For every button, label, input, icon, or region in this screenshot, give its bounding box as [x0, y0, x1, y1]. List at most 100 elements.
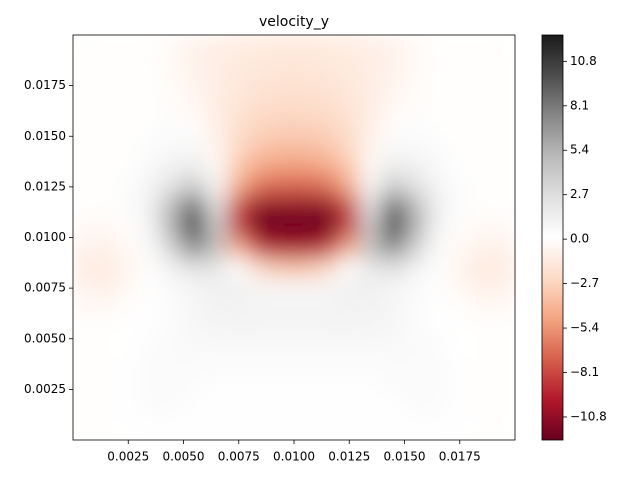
cell: [249, 156, 273, 178]
cell: [404, 196, 428, 218]
cell: [293, 338, 317, 360]
cell: [249, 399, 273, 421]
cell: [470, 399, 494, 421]
cell: [337, 54, 361, 76]
cell: [227, 338, 251, 360]
cell: [205, 318, 229, 340]
cell: [205, 156, 229, 178]
cell: [73, 156, 96, 178]
cell: [73, 277, 96, 299]
cell: [205, 419, 229, 440]
cell: [492, 277, 515, 299]
cell: [94, 95, 118, 117]
cell: [205, 115, 229, 137]
cell: [183, 75, 207, 97]
cell: [381, 297, 405, 319]
cell: [94, 399, 118, 421]
cell: [116, 196, 140, 218]
cell: [293, 75, 317, 97]
cell: [293, 378, 317, 400]
cell: [205, 135, 229, 157]
cell: [73, 196, 96, 218]
cell: [227, 378, 251, 400]
cell: [381, 75, 405, 97]
cell: [404, 419, 428, 440]
cell: [448, 196, 472, 218]
cell: [359, 318, 383, 340]
cell: [315, 318, 339, 340]
cell: [138, 176, 162, 198]
cell: [73, 115, 96, 137]
cell: [426, 35, 450, 56]
cell: [470, 35, 494, 56]
cell: [160, 399, 184, 421]
cell: [138, 95, 162, 117]
cell: [183, 237, 207, 259]
cell: [315, 196, 339, 218]
cell: [249, 216, 273, 238]
cell: [492, 318, 515, 340]
cell: [470, 135, 494, 157]
cell: [448, 54, 472, 76]
cell: [448, 115, 472, 137]
cell: [94, 135, 118, 157]
cell: [271, 399, 295, 421]
cell: [205, 216, 229, 238]
cell: [293, 297, 317, 319]
cell: [249, 318, 273, 340]
cell: [73, 378, 96, 400]
cell: [404, 318, 428, 340]
cell: [315, 297, 339, 319]
colorbar-tick-label: 5.4: [570, 143, 589, 157]
cell: [183, 318, 207, 340]
cell: [492, 75, 515, 97]
cell: [492, 297, 515, 319]
cell: [492, 35, 515, 56]
cell: [227, 358, 251, 380]
cell: [160, 378, 184, 400]
cell: [337, 378, 361, 400]
cell: [492, 399, 515, 421]
cell: [94, 419, 118, 440]
cell: [249, 115, 273, 137]
cell: [404, 277, 428, 299]
cell: [94, 257, 118, 279]
cell: [183, 54, 207, 76]
cell: [138, 75, 162, 97]
cell: [381, 196, 405, 218]
cell: [160, 297, 184, 319]
cell: [315, 338, 339, 360]
cell: [138, 196, 162, 218]
cell: [138, 54, 162, 76]
cell: [116, 419, 140, 440]
cell: [227, 318, 251, 340]
cell: [227, 216, 251, 238]
y-tick-label: 0.0100: [24, 230, 66, 244]
cell: [183, 257, 207, 279]
cell: [138, 237, 162, 259]
cell: [183, 419, 207, 440]
cell: [271, 54, 295, 76]
cell: [138, 297, 162, 319]
cell: [359, 196, 383, 218]
cell: [315, 399, 339, 421]
cell: [160, 75, 184, 97]
cell: [293, 277, 317, 299]
cell: [359, 338, 383, 360]
cell: [337, 35, 361, 56]
cell: [448, 378, 472, 400]
cell: [359, 95, 383, 117]
cell: [426, 135, 450, 157]
cell: [183, 338, 207, 360]
cell: [227, 35, 251, 56]
y-tick-label: 0.0050: [24, 331, 66, 345]
cell: [183, 399, 207, 421]
cell: [138, 257, 162, 279]
cell: [426, 54, 450, 76]
cell: [116, 176, 140, 198]
cell: [315, 358, 339, 380]
cell: [315, 156, 339, 178]
cell: [381, 156, 405, 178]
cell: [249, 95, 273, 117]
cell: [116, 257, 140, 279]
